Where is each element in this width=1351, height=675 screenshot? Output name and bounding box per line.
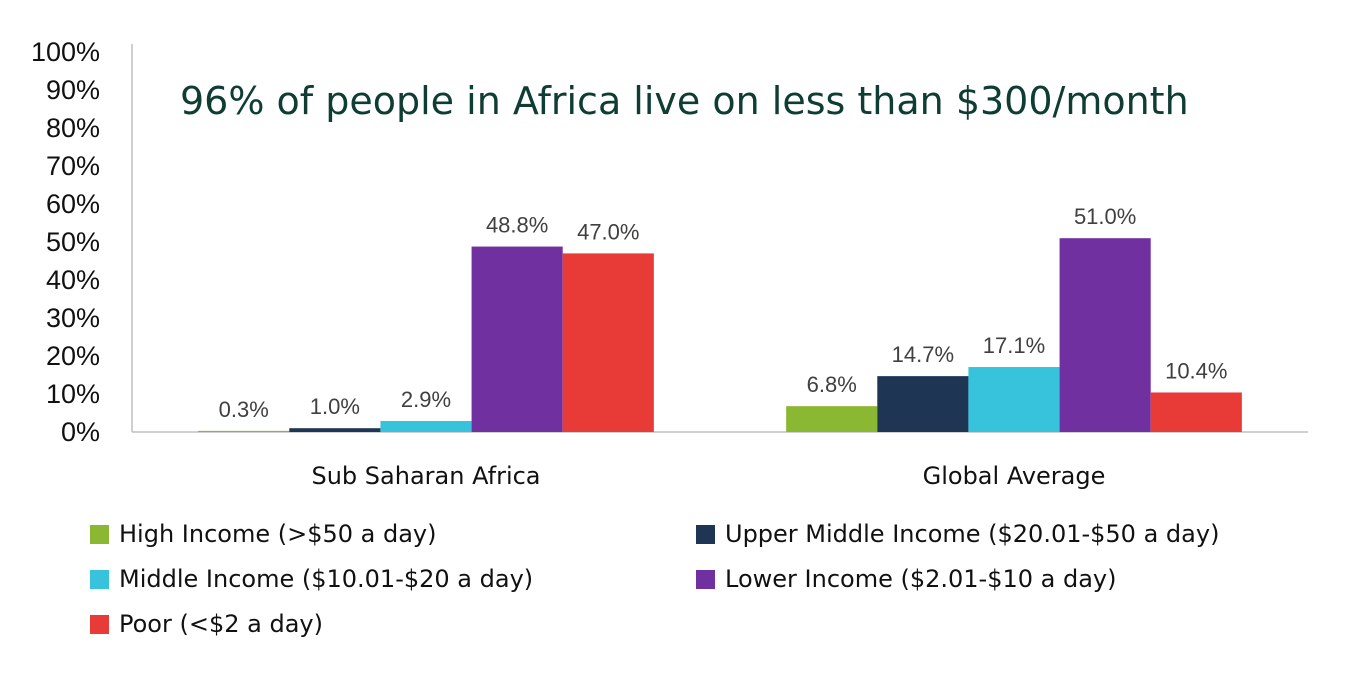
- legend-swatch: [90, 614, 109, 634]
- legend-label: Poor (<$2 a day): [119, 610, 323, 638]
- data-label: 14.7%: [892, 342, 954, 367]
- category-label: Sub Saharan Africa: [311, 462, 540, 490]
- bar: [877, 376, 969, 432]
- category-labels: Sub Saharan Africa Global Average: [311, 462, 1105, 490]
- legend-item: Upper Middle Income ($20.01-$50 a day): [696, 514, 1219, 554]
- legend-swatch: [90, 569, 109, 589]
- data-label: 2.9%: [401, 387, 451, 412]
- y-tick-label: 60%: [46, 189, 100, 219]
- y-tick-label: 0%: [61, 417, 100, 447]
- data-label: 1.0%: [310, 394, 360, 419]
- data-label: 48.8%: [486, 213, 548, 238]
- bar: [380, 420, 472, 432]
- chart-title: 96% of people in Africa live on less tha…: [180, 79, 1189, 123]
- y-tick-label: 30%: [46, 303, 100, 333]
- y-tick-label: 20%: [46, 341, 100, 371]
- y-tick-label: 100%: [31, 37, 100, 67]
- legend-swatch: [696, 569, 715, 589]
- legend-item: Middle Income ($10.01-$20 a day): [90, 559, 533, 599]
- bar: [198, 430, 290, 432]
- y-tick-label: 40%: [46, 265, 100, 295]
- data-label: 51.0%: [1074, 204, 1136, 229]
- legend-item: High Income (>$50 a day): [90, 514, 436, 554]
- y-tick-label: 90%: [46, 75, 100, 105]
- legend-swatch: [696, 524, 715, 544]
- data-label: 10.4%: [1165, 358, 1227, 383]
- legend-label: High Income (>$50 a day): [119, 520, 437, 548]
- data-labels: 0.3% 1.0% 2.9% 48.8% 47.0% 6.8% 14.7% 17.1% 51.0…: [219, 204, 1228, 422]
- bar: [562, 253, 654, 432]
- data-label: 47.0%: [577, 219, 639, 244]
- legend-item: Poor (<$2 a day): [90, 604, 323, 644]
- y-tick-label: 80%: [46, 113, 100, 143]
- legend-swatch: [90, 524, 109, 544]
- bar: [1150, 392, 1242, 432]
- legend-label: Lower Income ($2.01-$10 a day): [725, 565, 1117, 593]
- y-tick-label: 70%: [46, 151, 100, 181]
- legend-item: Lower Income ($2.01-$10 a day): [696, 559, 1116, 599]
- legend-label: Upper Middle Income ($20.01-$50 a day): [725, 520, 1220, 548]
- category-label: Global Average: [923, 462, 1106, 490]
- bar: [968, 367, 1060, 432]
- y-tick-label: 10%: [46, 379, 100, 409]
- data-label: 6.8%: [807, 372, 857, 397]
- data-label: 0.3%: [219, 397, 269, 422]
- bar-chart: 0% 10% 20% 30% 40% 50% 60% 70% 80% 90% 100% 0.3% 1.…: [31, 37, 1308, 490]
- legend-label: Middle Income ($10.01-$20 a day): [119, 565, 534, 593]
- bars: [198, 238, 1242, 432]
- bar: [471, 246, 563, 432]
- y-tick-label: 50%: [46, 227, 100, 257]
- y-axis-ticks: 0% 10% 20% 30% 40% 50% 60% 70% 80% 90% 100%: [31, 37, 100, 447]
- bar: [786, 406, 878, 432]
- bar: [1059, 238, 1151, 432]
- bar: [289, 428, 381, 432]
- data-label: 17.1%: [983, 333, 1045, 358]
